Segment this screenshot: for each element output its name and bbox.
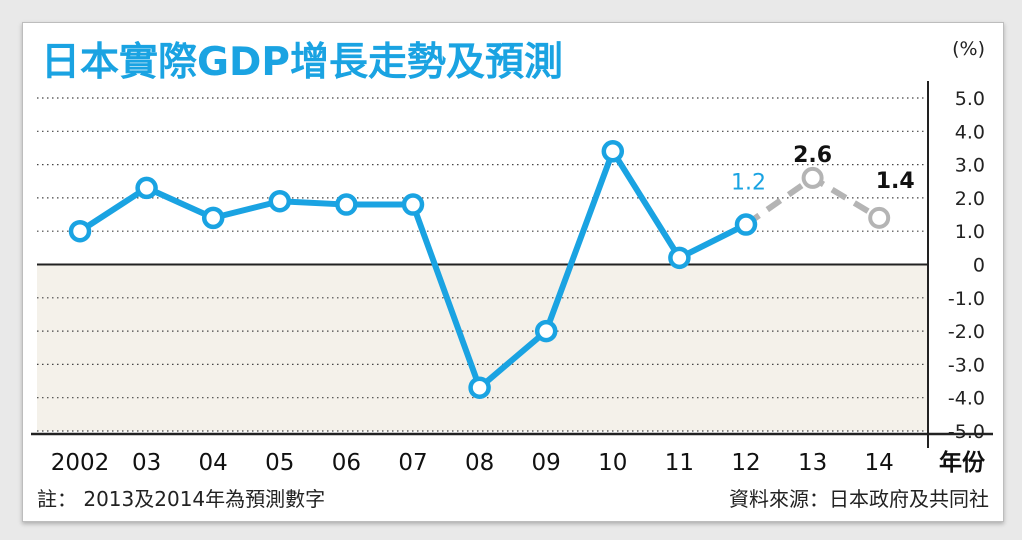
y-tick-label: 1.0 <box>955 221 985 243</box>
x-tick-label: 06 <box>332 450 361 476</box>
actual-point <box>335 193 358 216</box>
y-tick-label: 2.0 <box>955 188 985 210</box>
x-tick-label: 03 <box>132 450 161 476</box>
y-axis-unit: (%) <box>952 38 985 60</box>
negative-band <box>37 264 928 431</box>
actual-point <box>734 213 758 236</box>
x-tick-label: 2002 <box>51 450 110 476</box>
x-tick-label: 07 <box>398 450 427 476</box>
x-tick-label: 10 <box>598 450 627 476</box>
gdp-chart: 日本實際GDP增長走勢及預測 (%) 註： 2013及2014年為預測數字 資料… <box>31 38 993 511</box>
data-label: 1.2 <box>731 171 766 196</box>
x-tick-label: 05 <box>265 450 294 476</box>
actual-point <box>668 246 691 270</box>
forecast-point <box>868 206 891 229</box>
y-tick-label: 3.0 <box>955 155 985 177</box>
actual-point <box>534 319 558 343</box>
y-tick-label: -2.0 <box>948 321 985 343</box>
y-tick-label: -5.0 <box>948 421 985 443</box>
y-tick-label: 5.0 <box>955 88 985 110</box>
actual-point <box>68 219 92 243</box>
plot-background: 5.0 4.0 3.0 2.0 1.0 0 -1.0 -2.0 -3.0 -4.0 -5.0 2002… <box>31 81 993 476</box>
chart-frame: 日本實際GDP增長走勢及預測 (%) 註： 2013及2014年為預測數字 資料… <box>22 22 1004 522</box>
actual-point <box>268 189 292 213</box>
y-tick-label: 0 <box>973 255 985 277</box>
data-label: 2.6 <box>793 143 832 168</box>
actual-point <box>401 193 425 216</box>
y-tick-label: -3.0 <box>948 354 985 376</box>
actual-point <box>201 206 225 230</box>
x-tick-label: 08 <box>465 450 494 476</box>
y-tick-label: -1.0 <box>948 288 985 310</box>
x-axis-label: 年份 <box>939 449 986 476</box>
chart-title: 日本實際GDP增長走勢及預測 <box>41 40 563 85</box>
x-tick-label: 09 <box>532 450 561 476</box>
footnote: 註： 2013及2014年為預測數字 <box>37 487 325 511</box>
source-note: 資料來源：日本政府及共同社 <box>729 487 989 511</box>
x-tick-label: 11 <box>665 450 694 476</box>
x-tick-label: 14 <box>865 450 894 476</box>
x-tick-label: 13 <box>798 450 827 476</box>
forecast-point <box>801 166 824 189</box>
y-tick-label: 4.0 <box>955 121 985 143</box>
actual-point <box>601 140 625 163</box>
x-tick-label: 12 <box>731 450 760 476</box>
y-tick-label: -4.0 <box>948 388 985 410</box>
actual-point <box>468 376 491 399</box>
actual-point <box>135 176 158 200</box>
data-label: 1.4 <box>876 169 915 194</box>
x-tick-label: 04 <box>199 450 228 476</box>
